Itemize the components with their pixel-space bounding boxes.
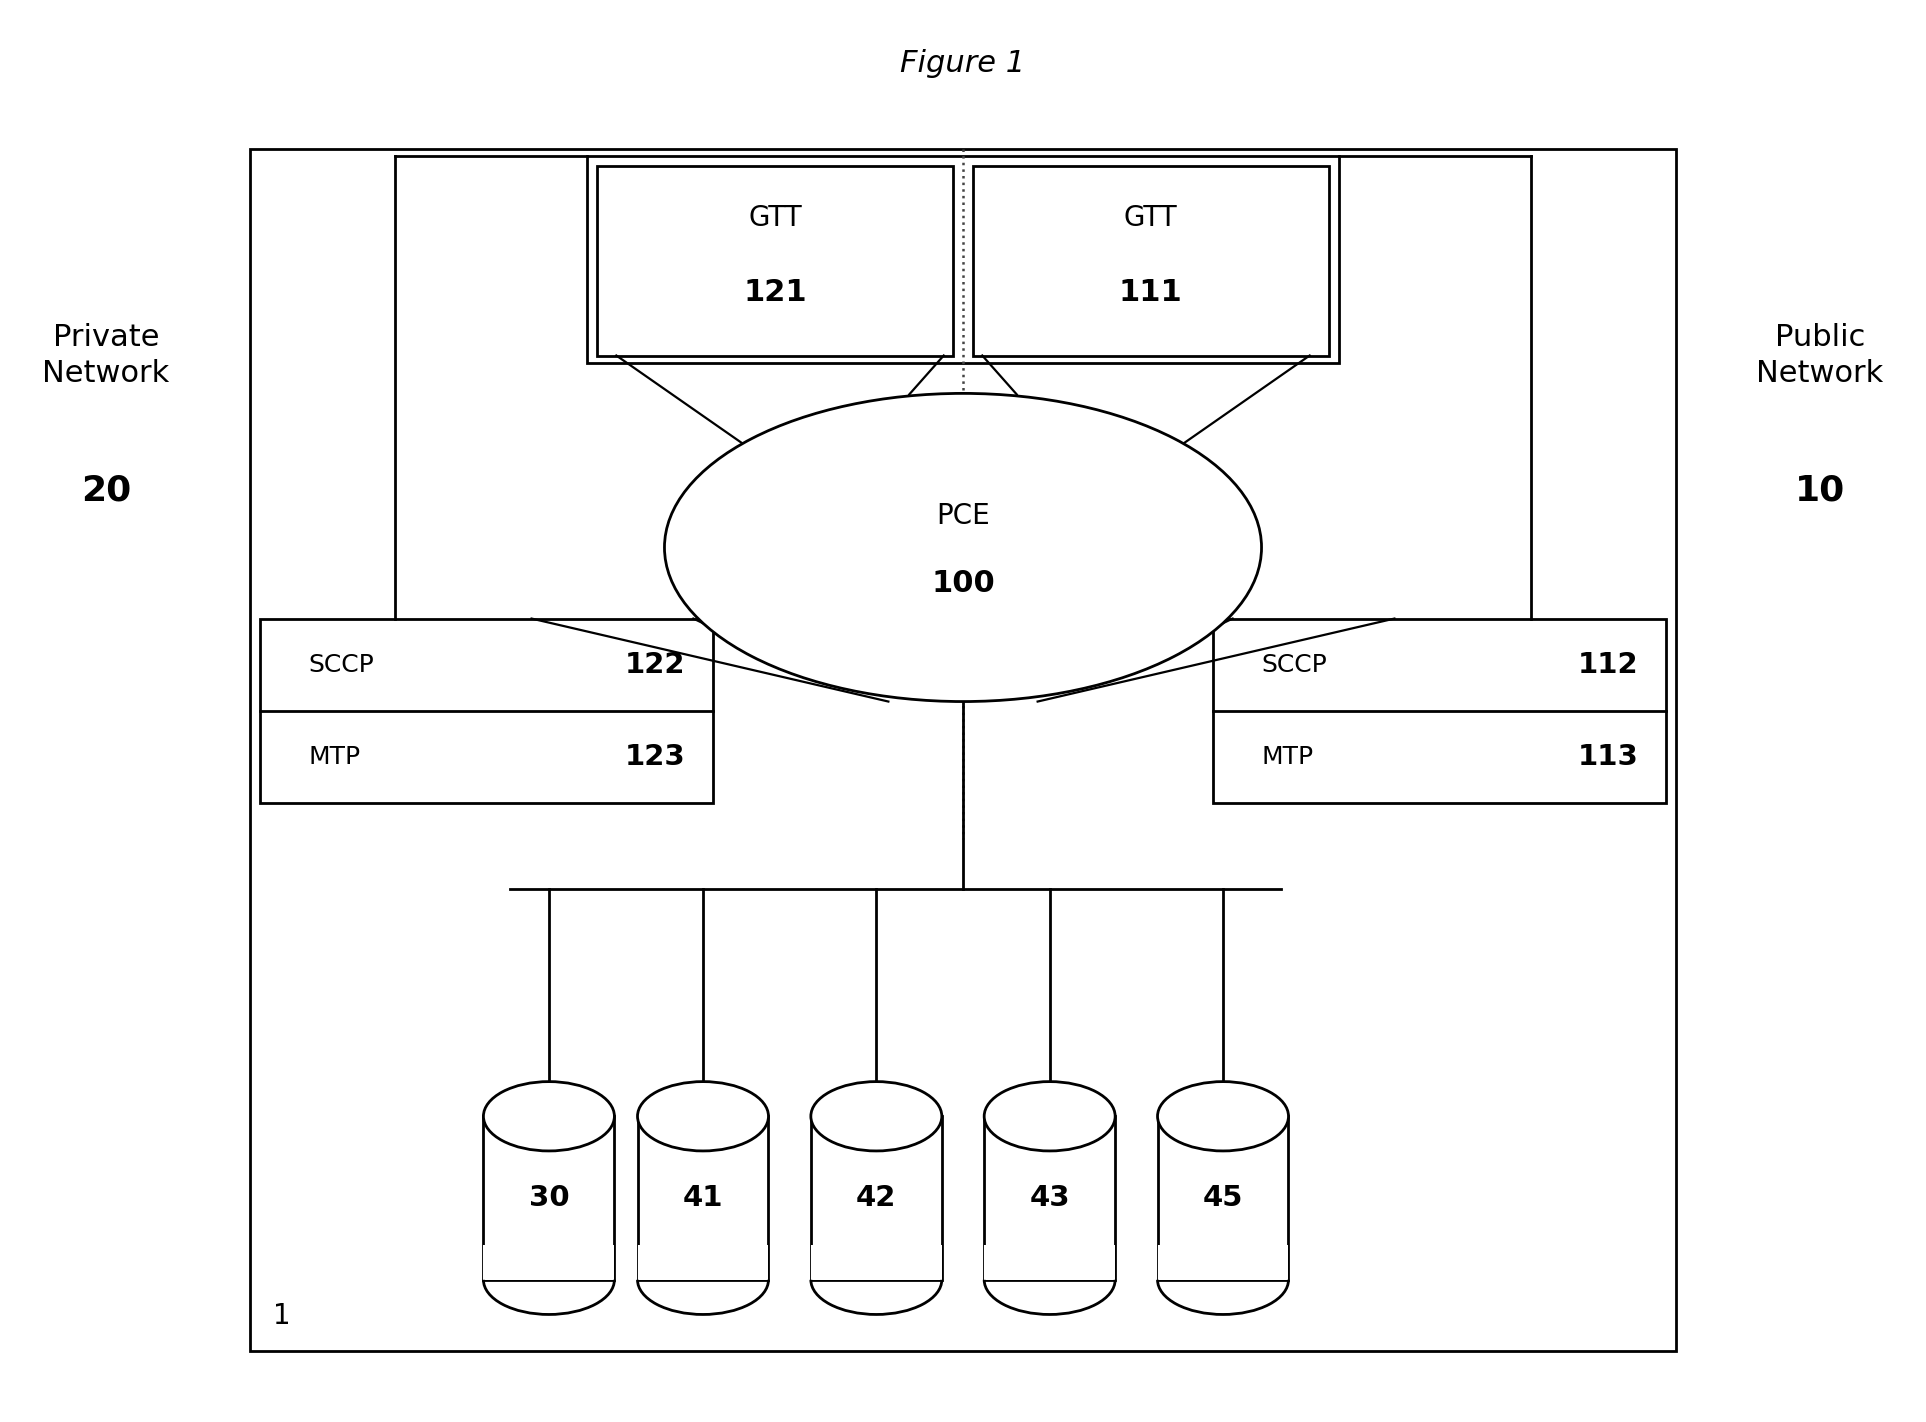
Text: 111: 111 — [1119, 277, 1183, 307]
Bar — [260, 619, 713, 803]
Bar — [483, 1246, 614, 1280]
Text: Private
Network: Private Network — [42, 323, 169, 388]
Text: 30: 30 — [528, 1185, 570, 1212]
Bar — [984, 1246, 1115, 1280]
Text: Figure 1: Figure 1 — [901, 50, 1025, 78]
Text: 1: 1 — [273, 1301, 291, 1330]
Text: SCCP: SCCP — [308, 653, 374, 677]
Bar — [811, 1116, 942, 1280]
Bar — [483, 1116, 614, 1280]
Bar — [587, 156, 1339, 363]
Text: 41: 41 — [682, 1185, 724, 1212]
Text: 113: 113 — [1577, 744, 1639, 771]
Bar — [250, 149, 1676, 1351]
Bar — [984, 1116, 1115, 1280]
Text: 43: 43 — [1028, 1185, 1071, 1212]
Ellipse shape — [1158, 1082, 1288, 1150]
Text: 100: 100 — [930, 569, 996, 597]
Bar — [973, 166, 1329, 356]
Text: GTT: GTT — [1125, 205, 1177, 232]
Text: 20: 20 — [81, 474, 131, 508]
Text: 45: 45 — [1204, 1185, 1242, 1212]
Text: MTP: MTP — [308, 745, 360, 769]
Ellipse shape — [483, 1082, 614, 1150]
Ellipse shape — [811, 1082, 942, 1150]
Bar — [1213, 619, 1666, 803]
Text: Public
Network: Public Network — [1757, 323, 1884, 388]
Text: MTP: MTP — [1262, 745, 1314, 769]
Text: 121: 121 — [743, 277, 807, 307]
Text: 122: 122 — [624, 651, 686, 678]
Text: SCCP: SCCP — [1262, 653, 1327, 677]
Bar — [597, 166, 953, 356]
Text: GTT: GTT — [749, 205, 801, 232]
Bar — [1158, 1116, 1288, 1280]
Ellipse shape — [664, 394, 1262, 701]
Text: 42: 42 — [857, 1185, 896, 1212]
Bar — [1158, 1246, 1288, 1280]
Text: 10: 10 — [1795, 474, 1845, 508]
Text: 123: 123 — [624, 744, 686, 771]
Bar — [638, 1246, 768, 1280]
Text: PCE: PCE — [936, 502, 990, 530]
Ellipse shape — [638, 1082, 768, 1150]
Bar — [638, 1116, 768, 1280]
Ellipse shape — [984, 1082, 1115, 1150]
Bar — [811, 1246, 942, 1280]
Text: 112: 112 — [1577, 651, 1639, 678]
